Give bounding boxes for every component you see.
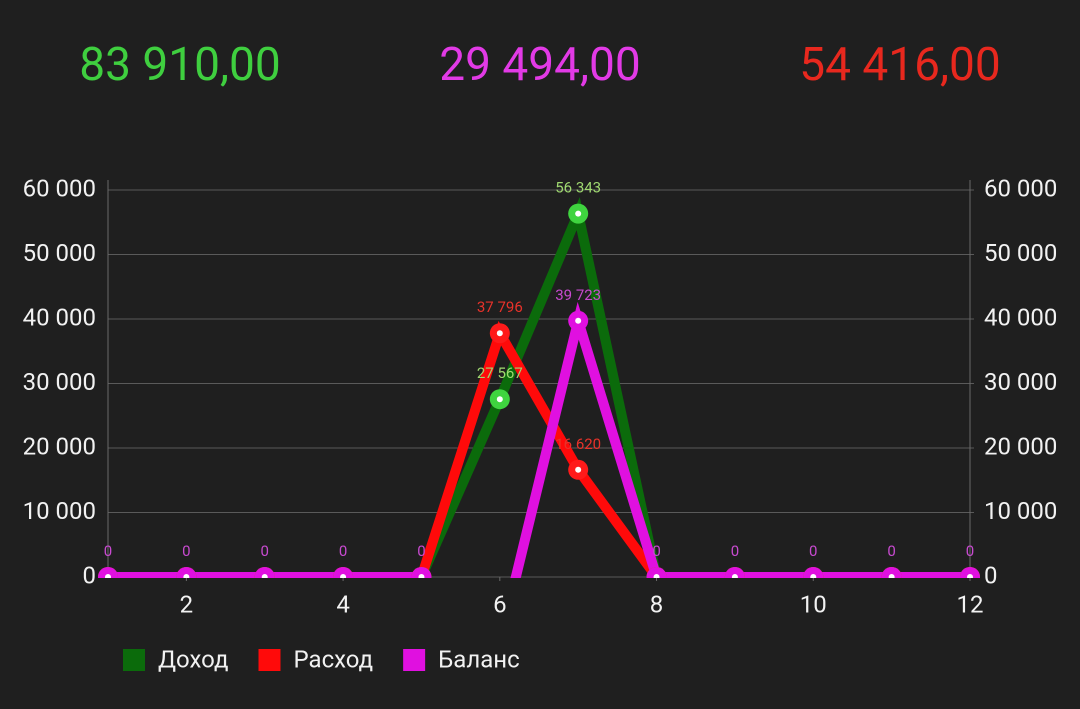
y-tick-label: 10 000 (23, 497, 96, 525)
point-marker (803, 567, 824, 578)
series-line (108, 301, 970, 578)
data-label: 27 567 (477, 364, 523, 382)
point-center (575, 317, 582, 324)
x-tick-label: 6 (493, 590, 507, 618)
y-tick-label: 50 000 (23, 239, 96, 267)
y-tick-label: 30 000 (23, 368, 96, 396)
x-tick-label: 10 (800, 590, 827, 618)
point-marker (254, 567, 275, 578)
x-tick-label: 2 (180, 590, 194, 618)
legend-label: Доход (158, 645, 229, 673)
point-center (575, 466, 582, 473)
data-label: 0 (887, 542, 895, 560)
point-center (105, 574, 111, 578)
legend-label: Расход (294, 645, 374, 673)
point-center (496, 396, 503, 403)
point-center (653, 574, 660, 578)
point-marker (333, 567, 354, 578)
legend-swatch (403, 649, 426, 671)
data-label: 16 620 (555, 435, 601, 453)
y2-tick-label: 20 000 (984, 432, 1057, 460)
y-tick-label: 20 000 (23, 432, 96, 460)
data-label: 37 796 (477, 298, 523, 316)
x-tick-label: 12 (957, 590, 984, 618)
total-value: 54 416,00 (799, 38, 1000, 92)
total-value: 83 910,00 (79, 38, 280, 92)
legend-swatch (258, 649, 281, 671)
point-center (731, 574, 738, 578)
point-marker (646, 567, 667, 578)
y-tick-label: 40 000 (23, 303, 96, 331)
y2-tick-label: 40 000 (984, 303, 1057, 331)
y2-tick-label: 50 000 (984, 239, 1057, 267)
y-tick-label: 0 (83, 561, 97, 589)
point-center (575, 210, 582, 217)
point-marker (960, 567, 980, 578)
point-center (496, 330, 503, 337)
total-value: 29 494,00 (439, 38, 640, 92)
point-marker (411, 567, 432, 578)
point-center (261, 574, 268, 578)
point-center (810, 574, 817, 578)
x-tick-label: 4 (336, 590, 350, 618)
data-label: 0 (339, 542, 347, 560)
point-center (967, 574, 973, 578)
data-label: 0 (182, 542, 190, 560)
data-label: 0 (104, 542, 112, 560)
point-marker (881, 567, 902, 578)
y2-tick-label: 0 (984, 561, 998, 589)
data-label: 0 (966, 542, 974, 560)
plot-area (98, 197, 980, 578)
data-label: 0 (417, 542, 425, 560)
legend-label: Баланс (438, 645, 520, 673)
point-marker (98, 567, 118, 578)
point-center (418, 574, 425, 578)
point-center (183, 574, 190, 578)
y-tick-label: 60 000 (23, 174, 96, 202)
x-tick-label: 8 (650, 590, 664, 618)
point-center (888, 574, 895, 578)
data-label: 39 723 (555, 286, 601, 304)
legend-swatch (123, 649, 145, 671)
data-label: 0 (809, 542, 817, 560)
y2-tick-label: 30 000 (984, 368, 1057, 396)
y2-tick-label: 60 000 (984, 174, 1057, 202)
point-center (340, 574, 347, 578)
data-label: 0 (652, 542, 660, 560)
y2-tick-label: 10 000 (984, 497, 1057, 525)
data-label: 56 343 (555, 179, 601, 197)
data-label: 0 (731, 542, 739, 560)
data-label: 0 (261, 542, 269, 560)
point-marker (176, 567, 197, 578)
point-marker (724, 567, 745, 578)
